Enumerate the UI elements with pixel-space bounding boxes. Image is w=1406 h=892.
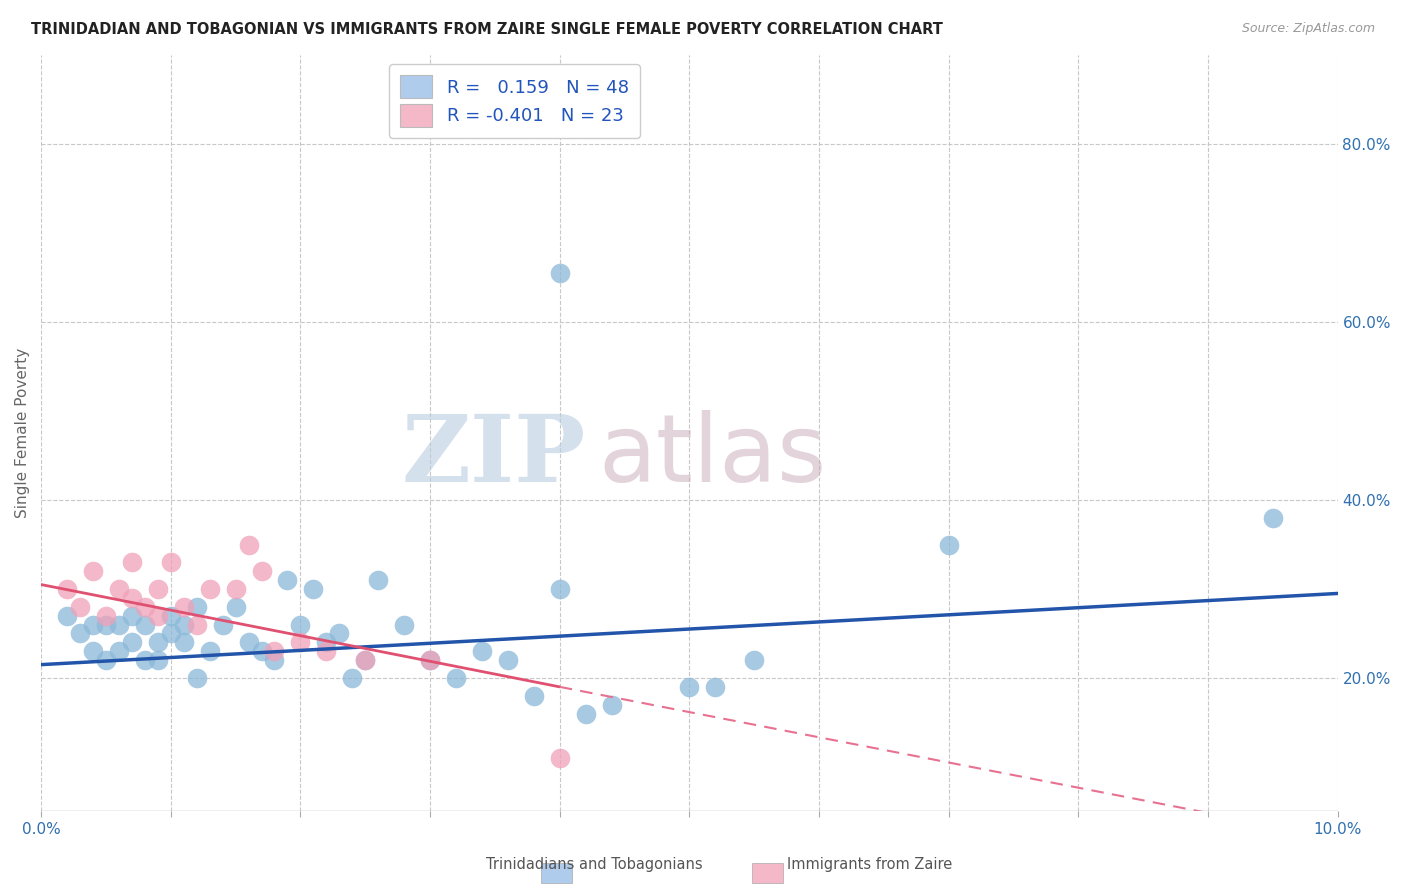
Point [159,555,181,569]
Point [134,653,156,667]
Point [56,582,79,596]
Point [173,617,195,632]
Point [678,680,700,694]
Point [342,671,364,685]
Text: ZIP: ZIP [401,411,586,501]
Point [392,617,415,632]
Point [250,564,273,578]
Point [548,266,571,280]
Point [742,653,765,667]
Point [146,653,169,667]
Point [94,608,117,623]
Point [69,626,91,640]
Text: atlas: atlas [599,410,827,502]
Point [173,599,195,614]
Point [121,591,143,605]
Point [548,582,571,596]
Point [121,555,143,569]
Point [704,680,727,694]
Point [146,582,169,596]
Point [290,617,312,632]
Point [121,635,143,649]
Point [315,635,337,649]
Point [159,608,181,623]
Point [225,582,247,596]
Y-axis label: Single Female Poverty: Single Female Poverty [15,348,30,518]
Point [419,653,441,667]
Legend: R =   0.159   N = 48, R = -0.401   N = 23: R = 0.159 N = 48, R = -0.401 N = 23 [389,64,640,137]
Point [276,573,298,587]
Point [938,537,960,551]
Point [263,644,285,658]
Point [523,689,546,703]
Point [211,617,233,632]
Point [108,582,131,596]
Point [471,644,494,658]
Point [146,608,169,623]
Point [315,644,337,658]
Point [121,608,143,623]
Point [225,599,247,614]
Point [328,626,350,640]
Point [134,617,156,632]
Text: Immigrants from Zaire: Immigrants from Zaire [787,857,953,872]
Point [238,635,260,649]
Point [302,582,325,596]
Point [548,751,571,765]
Point [1261,511,1284,525]
Point [94,653,117,667]
Point [575,706,598,721]
Text: Trinidadians and Tobagonians: Trinidadians and Tobagonians [486,857,703,872]
Point [238,537,260,551]
Point [263,653,285,667]
Point [186,617,208,632]
Text: TRINIDADIAN AND TOBAGONIAN VS IMMIGRANTS FROM ZAIRE SINGLE FEMALE POVERTY CORREL: TRINIDADIAN AND TOBAGONIAN VS IMMIGRANTS… [31,22,943,37]
Point [56,608,79,623]
Point [146,635,169,649]
Text: Source: ZipAtlas.com: Source: ZipAtlas.com [1241,22,1375,36]
Point [108,644,131,658]
Point [354,653,377,667]
Point [367,573,389,587]
Point [108,617,131,632]
Point [198,644,221,658]
Point [94,617,117,632]
Point [82,617,104,632]
Point [250,644,273,658]
Point [600,698,623,712]
Point [173,635,195,649]
Point [419,653,441,667]
Point [496,653,519,667]
Point [444,671,467,685]
Point [69,599,91,614]
Point [186,671,208,685]
Point [354,653,377,667]
Point [159,626,181,640]
Point [82,564,104,578]
Point [186,599,208,614]
Point [198,582,221,596]
Point [82,644,104,658]
Point [290,635,312,649]
Point [134,599,156,614]
